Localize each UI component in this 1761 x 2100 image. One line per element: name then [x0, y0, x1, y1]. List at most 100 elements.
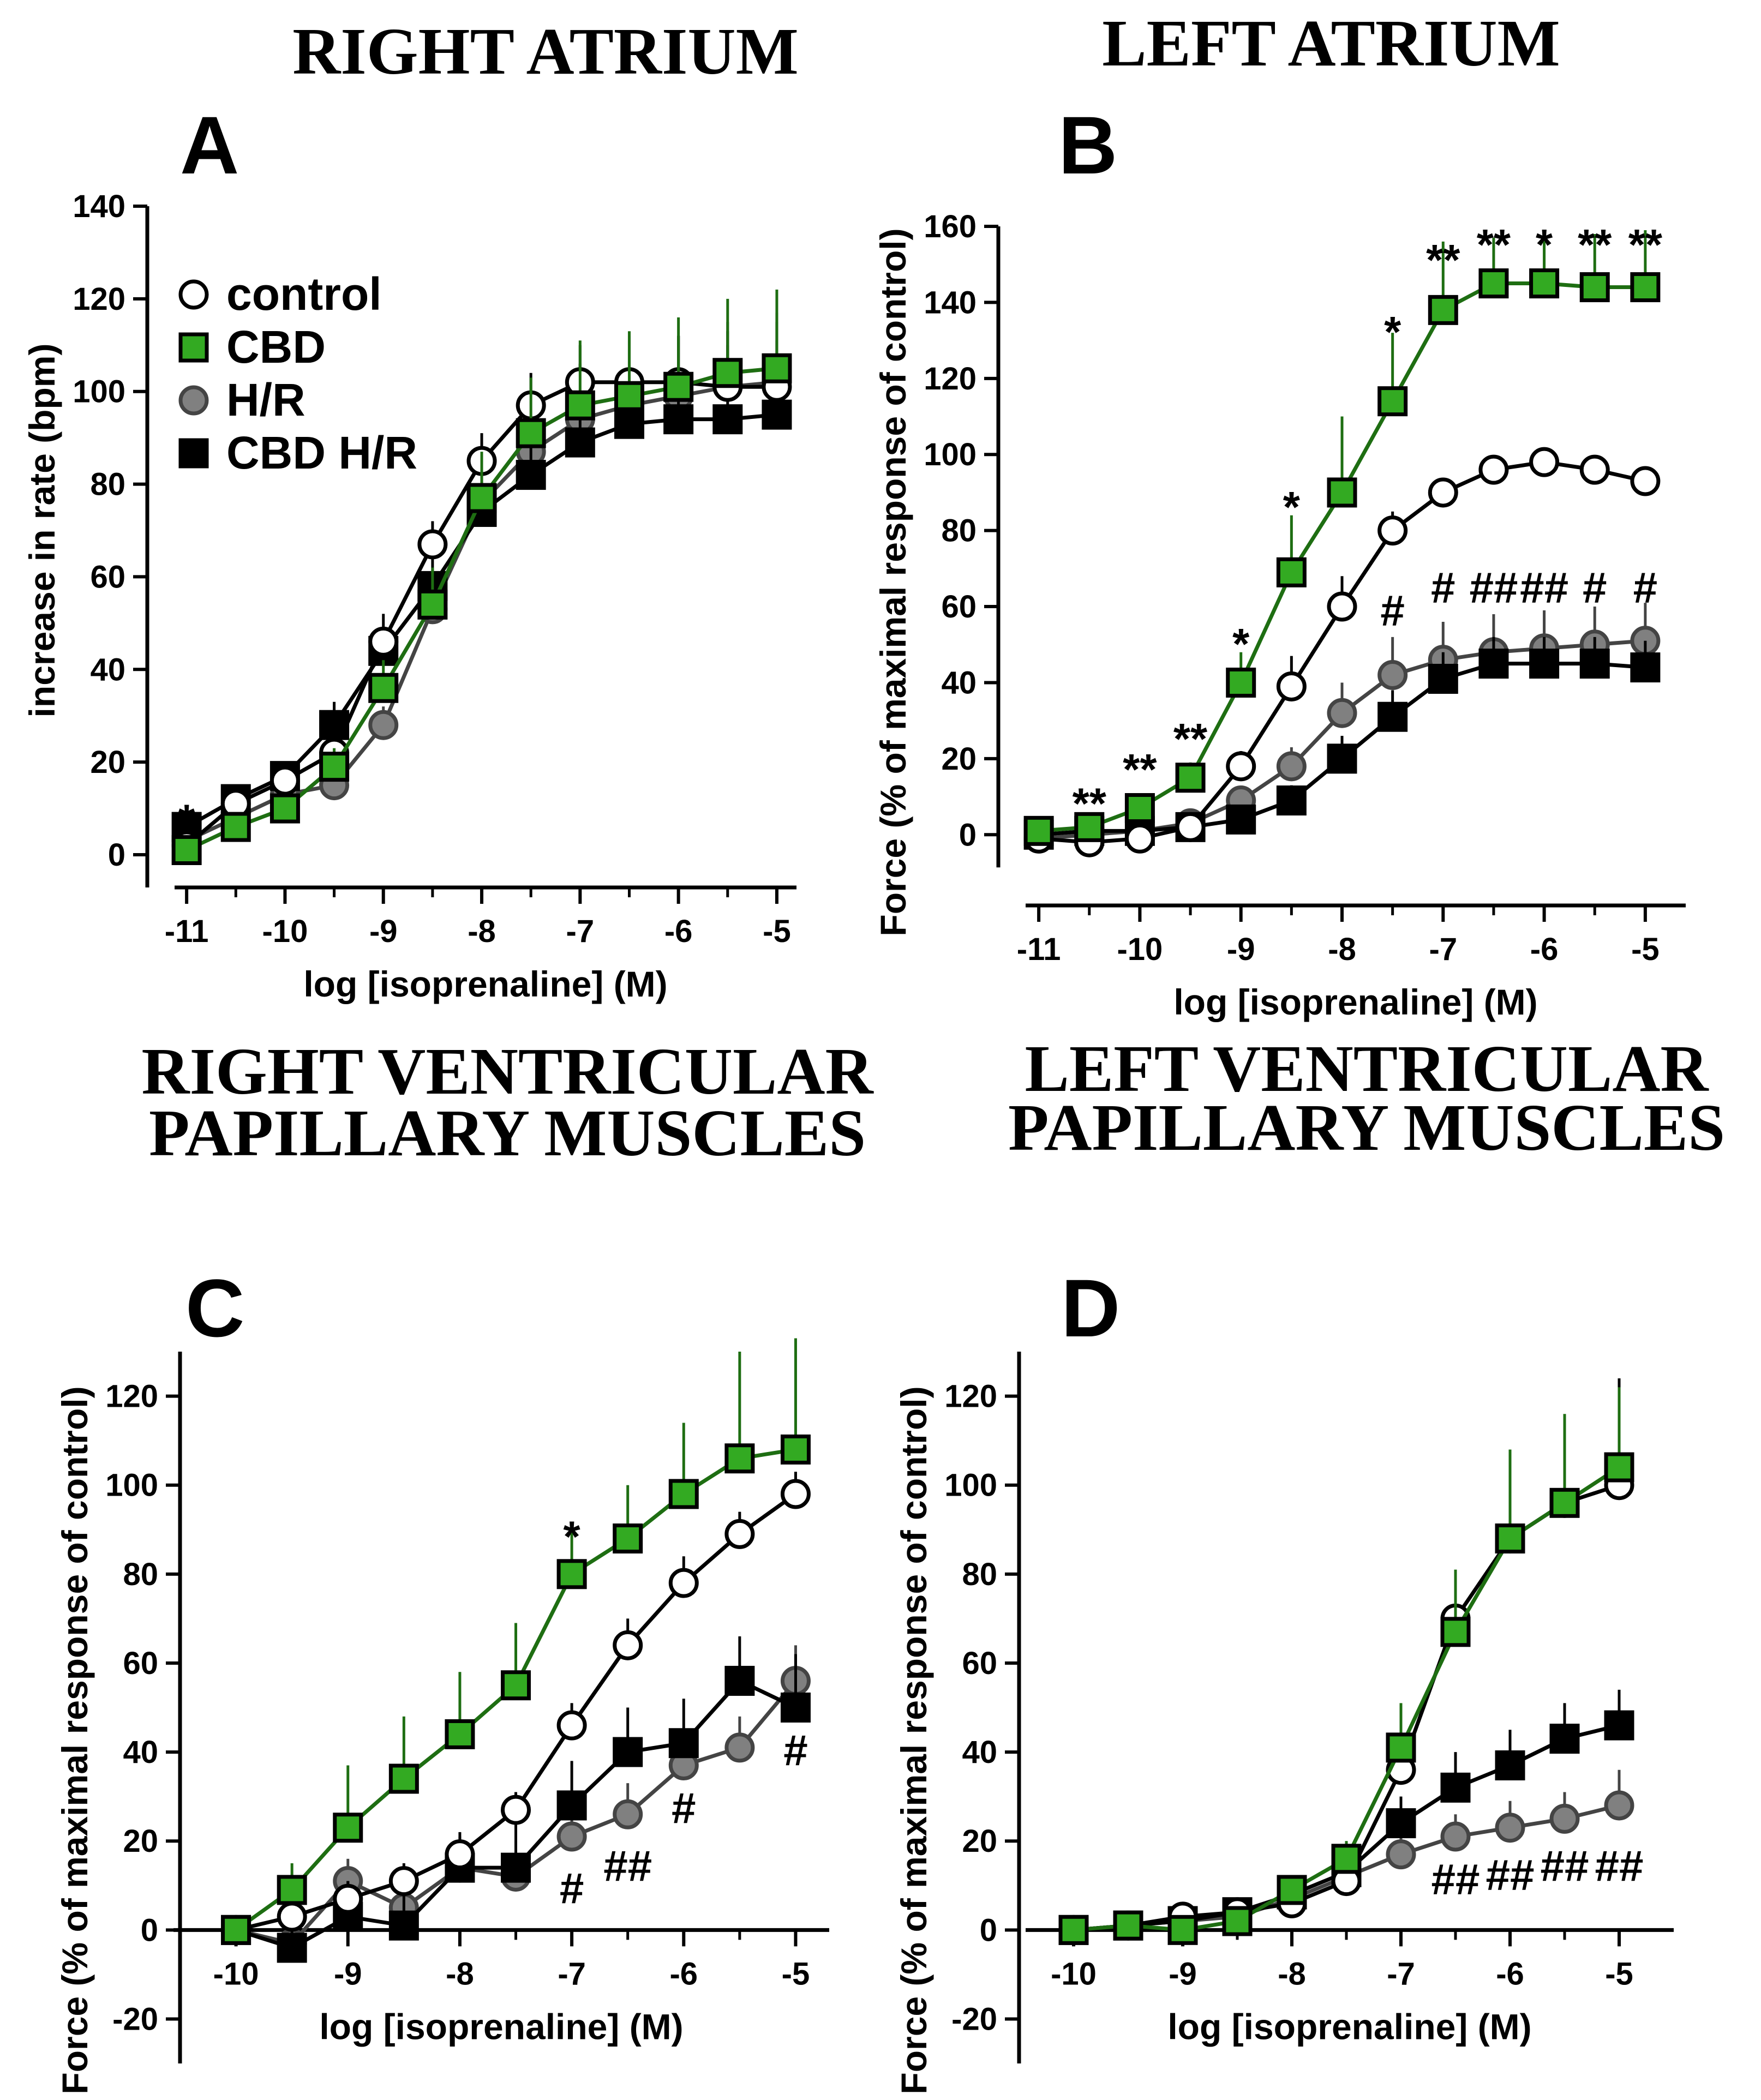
panel-a-point-cbd — [368, 673, 399, 703]
panel-b-point-h-r — [1327, 698, 1357, 728]
legend-marker-h-r — [178, 385, 209, 416]
panel-a-point-cbd-h-r — [663, 404, 694, 435]
panel-c-point-cbd-h-r — [388, 1910, 419, 1941]
panel-a-point-cbd-h-r — [565, 427, 595, 458]
panel-b-y-tick-label: 140 — [924, 285, 977, 320]
panel-c-point-cbd — [668, 1479, 699, 1509]
panel-c-title-line-2: PAPILLARY MUSCLES — [149, 1096, 866, 1170]
panel-b-significance-mark: * — [1283, 483, 1301, 531]
panel-a-point-cbd — [466, 483, 497, 513]
panel-d-significance-mark: ## — [1486, 1851, 1535, 1899]
panel-b-point-control — [1579, 454, 1610, 485]
panel-a-y-tick-label: 60 — [90, 559, 125, 595]
panel-b-significance-mark: # — [1633, 563, 1658, 612]
panel-b-point-control — [1377, 515, 1408, 546]
panel-c-significance-mark: # — [783, 1726, 808, 1775]
panel-d-significance-mark: ## — [1431, 1855, 1480, 1904]
panel-a-y-tick-label: 40 — [90, 652, 125, 687]
panel-b-x-tick-label: -6 — [1530, 932, 1559, 967]
panel-b-significance-mark: ** — [1578, 220, 1612, 269]
panel-b-significance-mark: * — [1384, 308, 1401, 356]
panel-b-axes: 0 20 40 60 80 100 120 140 160 -11 -10 -9 -8 -7 -6 -5 log… — [873, 209, 1686, 1022]
panel-d-y-tick-label: 80 — [962, 1557, 997, 1592]
panel-b-significance-mark: # — [1380, 586, 1405, 635]
panel-a-point-cbd-h-r — [614, 409, 644, 439]
panel-d-point-cbd-h-r — [1495, 1750, 1525, 1781]
panel-c-point-cbd — [556, 1559, 587, 1589]
panel-c-point-control — [277, 1901, 307, 1932]
panel-c-y-tick-label: 0 — [141, 1912, 158, 1948]
panel-c-point-cbd — [724, 1443, 755, 1474]
panel-a-point-cbd — [565, 390, 595, 421]
panel-b-x-axis-title: log [isoprenaline] (M) — [1173, 982, 1537, 1022]
panel-b-point-cbd-h-r — [1630, 652, 1661, 683]
panel-d-point-cbd — [1604, 1452, 1634, 1483]
panel-b-point-cbd — [1276, 557, 1307, 587]
panel-b-y-tick-label: 160 — [924, 209, 977, 244]
panel-d-point-cbd-h-r — [1549, 1724, 1580, 1754]
panel-a-point-cbd — [319, 752, 350, 782]
panel-d-point-cbd — [1222, 1906, 1253, 1936]
panel-b-point-cbd — [1074, 812, 1105, 842]
panel-a-point-cbd — [269, 793, 300, 824]
panel-a-point-cbd-h-r — [762, 399, 792, 430]
panel-d-point-cbd — [1440, 1617, 1471, 1647]
panel-c-y-tick-label: 80 — [123, 1557, 158, 1592]
panel-d-point-h-r — [1549, 1803, 1580, 1834]
panel-a-x-tick-label: -6 — [664, 914, 693, 949]
panel-d-y-tick-label: 40 — [962, 1735, 997, 1770]
panel-c-y-tick-label: 40 — [123, 1735, 158, 1770]
panel-b-point-cbd — [1529, 268, 1560, 299]
panel-b-significance-mark: ## — [1520, 563, 1568, 612]
panel-d-point-cbd — [1277, 1875, 1307, 1905]
panel-c-letter: C — [185, 1262, 244, 1354]
panel-c-x-axis-title: log [isoprenaline] (M) — [319, 2006, 683, 2047]
panel-c-point-cbd — [333, 1813, 363, 1843]
panel-c-point-control — [613, 1630, 643, 1660]
panel-d-x-tick-label: -7 — [1387, 1956, 1415, 1991]
panel-c-point-h-r — [556, 1821, 587, 1852]
panel-a-axes: 0 20 40 60 80 100 120 140 -11 -10 -9 -8 -7 -6 -5 log [i… — [22, 189, 796, 1004]
panel-c-y-tick-label: 60 — [123, 1646, 158, 1681]
panel-d-point-cbd — [1331, 1844, 1362, 1874]
panel-b-y-tick-label: 0 — [959, 817, 977, 853]
panel-c-point-h-r — [724, 1732, 755, 1763]
panel-a-y-tick-label: 80 — [90, 467, 125, 502]
panel-b-significance-mark: ** — [1477, 220, 1511, 269]
panel-d-point-h-r — [1495, 1813, 1525, 1843]
panel-b-point-cbd-h-r — [1428, 664, 1458, 694]
panel-c-y-tick-label: 100 — [105, 1468, 158, 1503]
panel-c-significance-mark: # — [560, 1864, 584, 1912]
panel-c-significance-mark: * — [564, 1512, 581, 1561]
panel-b-significance-mark: # — [1431, 563, 1455, 612]
panel-a-x-tick-label: -8 — [468, 914, 496, 949]
panel-d-y-tick-label: 20 — [962, 1823, 997, 1859]
panel-a-y-tick-label: 0 — [108, 837, 125, 873]
panel-b-point-cbd-h-r — [1579, 649, 1610, 679]
panel-c-point-cbd-h-r — [613, 1737, 643, 1767]
panel-a-title-line-1: RIGHT ATRIUM — [292, 15, 799, 88]
legend-label-h-r: H/R — [226, 374, 306, 425]
panel-b-point-control — [1124, 823, 1155, 854]
panel-d-x-tick-label: -9 — [1169, 1956, 1197, 1991]
panel-b-x-tick-label: -7 — [1429, 932, 1458, 967]
panel-b-point-cbd — [1630, 272, 1661, 303]
panel-b-y-tick-label: 60 — [941, 589, 977, 625]
panel-b-series-cbd — [1023, 230, 1661, 846]
panel-a-x-axis-title: log [isoprenaline] (M) — [303, 964, 667, 1004]
panel-c-significance-mark: ## — [603, 1842, 652, 1891]
panel-b-significance-mark: ## — [1469, 563, 1518, 612]
panel-a-point-cbd — [417, 589, 448, 620]
panel-b-significance-mark: ** — [1073, 779, 1107, 828]
legend-label-cbd-h-r: CBD H/R — [226, 427, 417, 478]
panel-b-y-tick-label: 100 — [924, 437, 977, 472]
panel-c-significance-mark: # — [672, 1784, 696, 1833]
panel-c-point-cbd-h-r — [556, 1790, 587, 1821]
panel-a-point-control — [269, 765, 300, 796]
panel-c-point-cbd — [388, 1763, 419, 1794]
panel-c-point-cbd — [780, 1434, 811, 1465]
panel-d-point-cbd — [1113, 1910, 1143, 1941]
panel-b-x-tick-label: -11 — [1017, 932, 1061, 967]
